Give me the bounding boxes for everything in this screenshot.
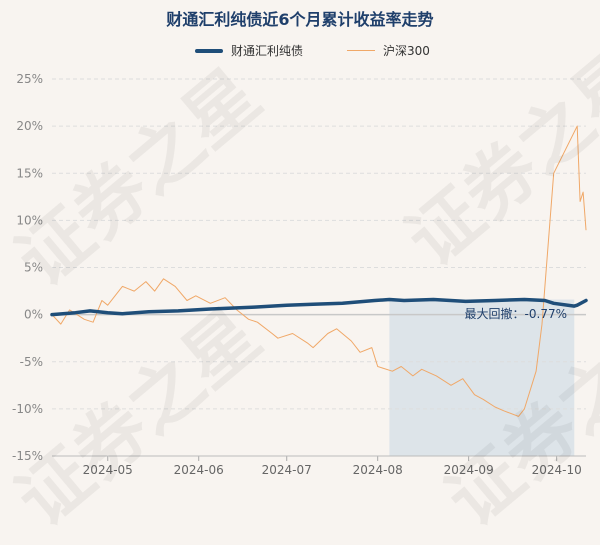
y-tick-label: -10% bbox=[12, 402, 43, 416]
y-tick-label: 0% bbox=[24, 308, 43, 322]
x-tick-label: 2024-07 bbox=[262, 463, 312, 477]
legend-swatch-index bbox=[347, 50, 375, 51]
line-chart: -15% -10% -5% 0% 5% 10% 15% 20% 25% 2024-05 2024-0… bbox=[12, 72, 588, 477]
legend-item-fund[interactable]: 财通汇利纯债 bbox=[195, 42, 303, 59]
max-drawdown-label: 最大回撤：-0.77% bbox=[465, 306, 567, 321]
y-tick-label: -5% bbox=[20, 355, 43, 369]
drawdown-band bbox=[389, 299, 575, 456]
x-tick-label: 2024-05 bbox=[83, 463, 133, 477]
legend-label-index: 沪深300 bbox=[383, 44, 430, 58]
legend: 财通汇利纯债 沪深300 bbox=[0, 42, 600, 62]
y-tick-label: -15% bbox=[12, 449, 43, 463]
y-tick-label: 20% bbox=[16, 119, 43, 133]
y-tick-label: 5% bbox=[24, 261, 43, 275]
y-tick-label: 15% bbox=[16, 166, 43, 180]
annotation-layer: 最大回撤：-0.77% bbox=[465, 306, 567, 321]
x-tick-label: 2024-06 bbox=[174, 463, 224, 477]
axis-layer: -15% -10% -5% 0% 5% 10% 15% 20% 25% 2024-05 2024-0… bbox=[12, 72, 586, 477]
series-fund-line bbox=[50, 297, 588, 317]
legend-label-fund: 财通汇利纯债 bbox=[231, 44, 304, 58]
y-tick-label: 10% bbox=[16, 213, 43, 227]
y-tick-label: 25% bbox=[16, 72, 43, 86]
x-tick-label: 2024-08 bbox=[353, 463, 403, 477]
series-index-line bbox=[51, 125, 587, 417]
x-tick-label: 2024-10 bbox=[532, 463, 582, 477]
chart-title: 财通汇利纯债近6个月累计收益率走势 bbox=[166, 10, 434, 29]
drawdown-band-layer bbox=[389, 299, 575, 456]
legend-item-index[interactable]: 沪深300 bbox=[347, 42, 430, 59]
x-tick-label: 2024-09 bbox=[444, 463, 494, 477]
series-layer bbox=[50, 125, 588, 417]
legend-swatch-fund bbox=[195, 48, 223, 53]
